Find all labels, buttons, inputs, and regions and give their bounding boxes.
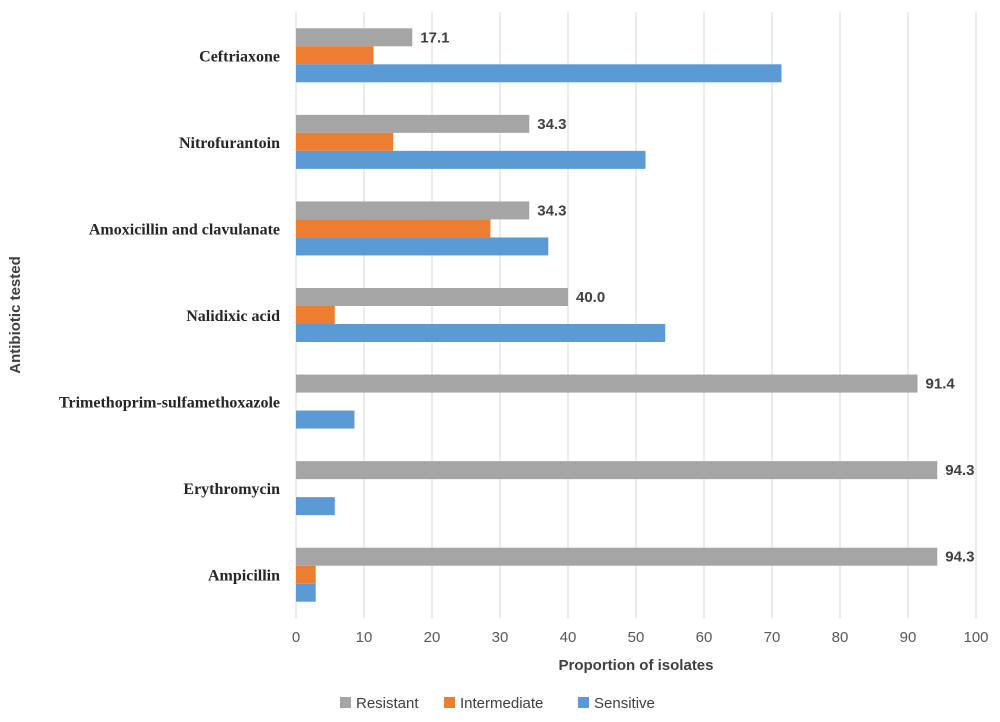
data-label: 34.3	[537, 202, 566, 219]
category-label: Trimethoprim-sulfamethoxazole	[59, 395, 280, 412]
category-labels: Ceftriaxone Nitrofurantoin Amoxicillin and…	[59, 48, 280, 584]
x-tick-label: 40	[560, 629, 577, 646]
x-tick-label: 10	[356, 629, 373, 646]
x-tick-labels: 0 10 20 30 40 50 60 70 80 90 100	[292, 629, 989, 646]
gridlines	[295, 12, 977, 618]
bar-intermediate	[296, 132, 394, 151]
legend-label: Intermediate	[460, 695, 543, 712]
category-label: Erythromycin	[183, 481, 280, 498]
x-tick-label: 80	[832, 629, 849, 646]
bar-resistant	[296, 114, 530, 133]
category-label: Ampicillin	[208, 568, 280, 585]
x-tick-label: 70	[764, 629, 781, 646]
legend-label: Resistant	[356, 695, 419, 712]
x-tick-label: 90	[900, 629, 917, 646]
bar-resistant	[296, 201, 530, 220]
bar-sensitive	[296, 64, 782, 83]
bar-resistant	[296, 547, 938, 566]
x-tick-label: 20	[424, 629, 441, 646]
bar-sensitive	[296, 410, 355, 429]
category-label: Amoxicillin and clavulanate	[89, 221, 280, 238]
data-label: 34.3	[537, 116, 566, 133]
data-labels: 17.1 34.3 34.3 40.0 91.4 94.3 94.3	[420, 29, 974, 565]
bar-intermediate	[296, 306, 335, 324]
x-tick-label: 60	[696, 629, 713, 646]
data-label: 91.4	[926, 376, 956, 393]
category-label: Nalidixic acid	[186, 308, 280, 325]
x-tick-label: 100	[963, 629, 988, 646]
data-label: 17.1	[420, 29, 449, 46]
legend-swatch	[340, 697, 351, 708]
y-axis-title: Antibiotic tested	[7, 256, 24, 374]
bar-sensitive	[296, 324, 666, 342]
legend: Resistant Intermediate Sensitive	[340, 695, 655, 712]
bar-sensitive	[296, 583, 316, 602]
bar-sensitive	[296, 497, 335, 516]
legend-swatch	[444, 697, 455, 708]
bar-intermediate	[296, 46, 374, 65]
bars	[296, 28, 938, 602]
data-label: 94.3	[945, 549, 974, 566]
bar-sensitive	[296, 237, 549, 256]
data-label: 40.0	[576, 289, 605, 306]
category-label: Ceftriaxone	[199, 48, 280, 65]
x-tick-label: 30	[492, 629, 509, 646]
bar-resistant	[296, 28, 413, 47]
category-label: Nitrofurantoin	[179, 135, 280, 152]
bar-intermediate	[296, 219, 491, 238]
legend-label: Sensitive	[594, 695, 655, 712]
bar-resistant	[296, 461, 938, 480]
x-tick-label: 0	[292, 629, 300, 646]
x-axis-title: Proportion of isolates	[558, 657, 713, 674]
bar-intermediate	[296, 565, 316, 584]
bar-resistant	[296, 288, 568, 306]
bar-resistant	[296, 374, 918, 393]
legend-swatch	[578, 697, 589, 708]
data-label: 94.3	[945, 462, 974, 479]
bar-sensitive	[296, 150, 646, 169]
x-tick-label: 50	[628, 629, 645, 646]
